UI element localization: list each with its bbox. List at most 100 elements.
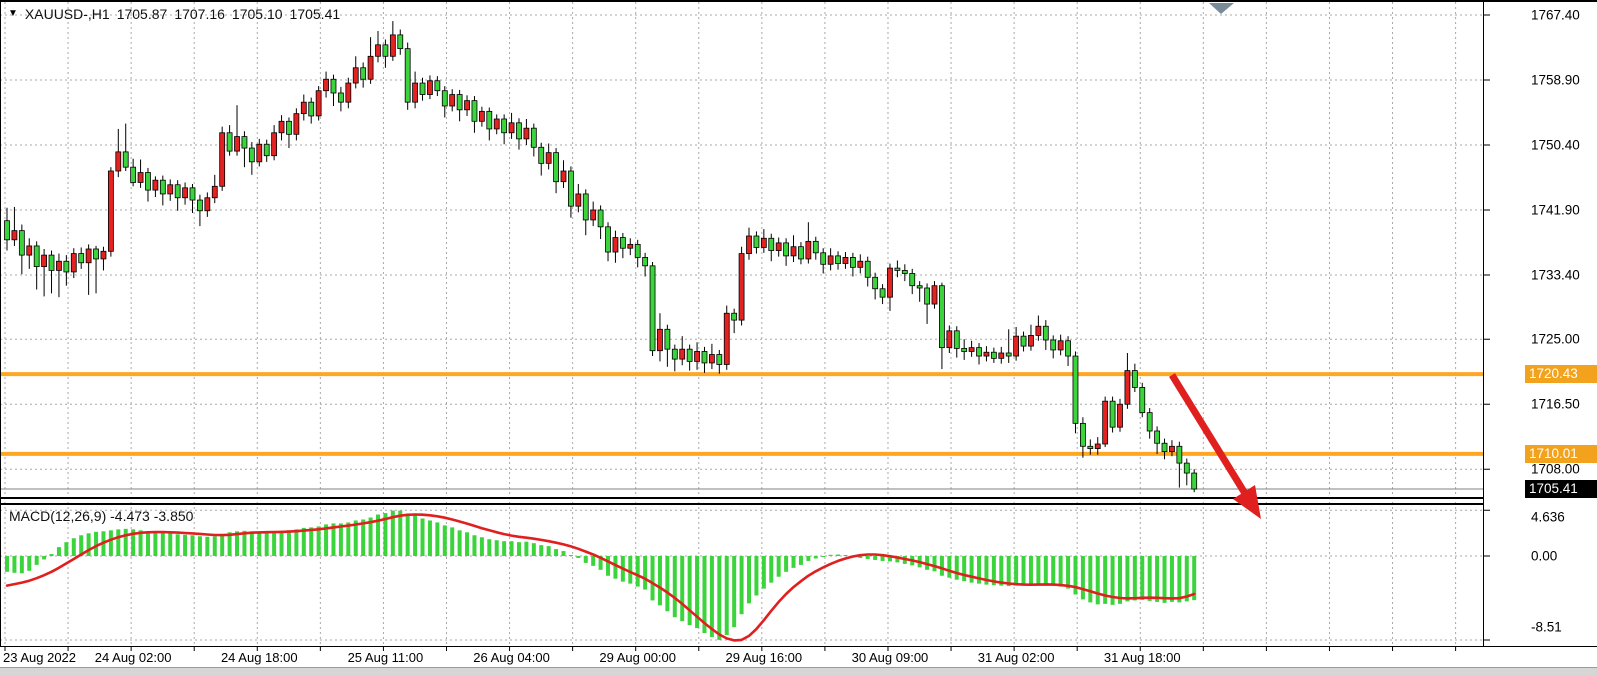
candle-body	[197, 199, 203, 212]
time-axis-label: 23 Aug 2022	[3, 650, 77, 665]
candle-body	[1065, 340, 1071, 357]
macd-histogram-bar	[977, 556, 982, 584]
trend-arrow-line[interactable]	[1169, 373, 1249, 497]
macd-histogram-bar	[1080, 556, 1085, 600]
candle-body	[516, 122, 522, 140]
price-tick-label: 1716.50	[1531, 396, 1580, 412]
candle-body	[798, 246, 804, 260]
trend-arrow-head[interactable]	[1233, 485, 1261, 519]
candle-body	[731, 312, 738, 321]
macd-histogram-bar	[628, 556, 633, 584]
macd-histogram-bar	[502, 541, 507, 556]
macd-histogram-bar	[1192, 556, 1197, 601]
macd-histogram-bar	[1125, 556, 1130, 602]
macd-histogram-bar	[598, 556, 603, 570]
macd-histogram-bar	[183, 534, 188, 556]
macd-histogram-bar	[286, 530, 291, 556]
scrollbar-strip[interactable]	[0, 667, 1597, 675]
candle-body	[145, 172, 151, 191]
macd-histogram-bar	[962, 556, 967, 582]
macd-histogram-bar	[205, 536, 210, 556]
candle-body	[293, 113, 300, 135]
macd-histogram-bar	[220, 534, 225, 556]
macd-histogram-bar	[1132, 556, 1137, 601]
macd-histogram-bar	[212, 536, 217, 556]
candle-body	[775, 242, 782, 251]
macd-histogram-bar	[168, 533, 173, 556]
macd-histogram-bar	[984, 556, 989, 585]
candle-body	[493, 118, 500, 130]
macd-histogram-bar	[383, 513, 388, 556]
macd-histogram-bar	[635, 556, 640, 587]
candle-body	[671, 348, 678, 360]
time-axis-label: 24 Aug 02:00	[94, 650, 172, 665]
candle-body	[1102, 400, 1109, 445]
candle-body	[1109, 400, 1116, 428]
candle-body	[946, 330, 953, 349]
macd-histogram-bar	[108, 530, 113, 556]
ohlc-high: 1707.16	[174, 6, 225, 22]
candle-body	[716, 354, 723, 365]
candle-body	[1176, 445, 1183, 464]
candle-body	[575, 193, 582, 207]
macd-histogram-bar	[672, 556, 677, 618]
macd-histogram-bar	[1110, 556, 1115, 605]
candle-body	[968, 347, 975, 352]
candle-body	[849, 257, 856, 268]
candle-body	[894, 267, 901, 271]
candle-body	[107, 170, 114, 252]
candle-body	[33, 245, 40, 267]
candle-body	[241, 136, 248, 149]
candle-body	[122, 151, 129, 168]
candle-body	[315, 90, 322, 117]
candle-body	[523, 127, 530, 140]
candle-body	[649, 265, 656, 352]
macd-histogram-bar	[969, 556, 974, 583]
macd-histogram-bar	[873, 556, 878, 560]
candle-body	[93, 248, 99, 260]
macd-histogram-bar	[301, 527, 306, 556]
candle-body	[679, 348, 686, 360]
candle-body	[842, 257, 849, 264]
macd-histogram-bar	[361, 519, 366, 556]
candle-body	[1117, 403, 1123, 428]
candle-body	[805, 240, 812, 260]
candle-body	[961, 348, 968, 352]
candle-body	[286, 120, 292, 135]
candle-body	[471, 100, 478, 122]
macd-histogram-bar	[657, 556, 662, 606]
macd-histogram-bar	[227, 532, 232, 556]
candle-body	[427, 80, 433, 95]
candle-body	[634, 244, 641, 258]
candle-body	[182, 187, 188, 199]
macd-tick-label: 0.00	[1531, 548, 1558, 564]
candle-body	[545, 152, 552, 164]
macd-histogram-bar	[947, 556, 952, 578]
candle-body	[827, 255, 834, 265]
candle-body	[983, 351, 990, 357]
macd-histogram-bar	[197, 536, 202, 556]
macd-histogram-bar	[86, 533, 91, 556]
macd-histogram-bar	[568, 555, 573, 557]
macd-histogram-bar	[999, 556, 1004, 586]
candle-body	[701, 351, 708, 364]
price-tick-label: 1758.90	[1531, 72, 1580, 88]
macd-histogram-bar	[27, 556, 32, 571]
macd-tick-label: -8.51	[1531, 619, 1562, 635]
candle-body	[901, 270, 908, 274]
candle-body	[367, 55, 374, 80]
macd-histogram-bar	[5, 556, 9, 572]
candle-body	[1087, 445, 1094, 449]
macd-histogram-bar	[858, 556, 863, 558]
candle-body	[419, 82, 426, 95]
candle-body	[530, 127, 537, 148]
chart-shift-marker-icon[interactable]	[1209, 3, 1234, 14]
candle-body	[1183, 462, 1190, 474]
macd-histogram-bar	[1036, 556, 1041, 584]
macd-histogram-bar	[991, 556, 996, 586]
macd-histogram-bar	[613, 556, 618, 579]
macd-histogram-bar	[450, 527, 455, 556]
symbol-dropdown-icon[interactable]: ▼	[8, 8, 18, 19]
